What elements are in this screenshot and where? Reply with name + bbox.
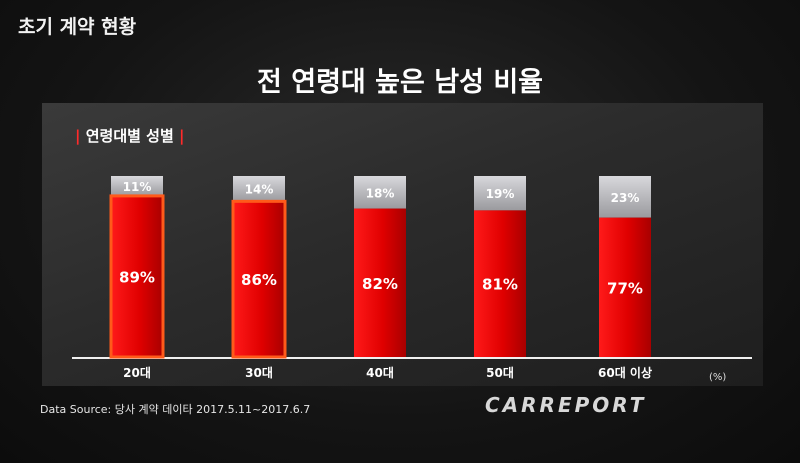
bar-female-3	[354, 176, 406, 209]
x-tick-label-4: 50대	[486, 366, 514, 380]
bar-male-5	[599, 217, 651, 357]
page-title: 초기 계약 현황	[18, 16, 137, 38]
x-tick-label-2: 30대	[245, 366, 273, 380]
x-tick-label-5: 60대 이상	[598, 365, 652, 380]
section-label: | 연령대별 성별 |	[75, 125, 184, 146]
data-label-female-5: 23%	[611, 191, 640, 205]
bar-female-1	[111, 176, 163, 196]
label-bar-icon: |	[178, 127, 185, 145]
bar-male-4	[474, 210, 526, 357]
bar-female-4	[474, 176, 526, 211]
data-label-female-3: 18%	[366, 186, 395, 200]
section-label-text: 연령대별 성별	[85, 127, 174, 145]
data-label-male-3: 82%	[362, 275, 398, 293]
data-label-female-4: 19%	[486, 187, 515, 201]
brand-logo: CARREPORT	[485, 393, 647, 417]
x-tick-label-1: 20대	[123, 366, 151, 380]
data-label-female-2: 14%	[245, 183, 274, 197]
label-bar-icon: |	[75, 127, 81, 145]
bar-female-2	[233, 176, 285, 202]
data-source: Data Source: 당사 계약 데이타 2017.5.11~2017.6.…	[40, 403, 311, 416]
x-tick-label-3: 40대	[366, 366, 394, 380]
data-label-female-1: 11%	[123, 180, 152, 194]
bar-male-1	[109, 194, 165, 359]
data-label-male-2: 86%	[241, 271, 277, 289]
unit-label: (%)	[709, 372, 727, 383]
bar-female-5	[599, 176, 651, 218]
data-label-male-5: 77%	[607, 279, 643, 297]
bar-male-3	[354, 208, 406, 357]
bar-male-2	[231, 199, 287, 359]
data-label-male-1: 89%	[119, 268, 155, 286]
data-label-male-4: 81%	[482, 276, 518, 294]
chart-title: 전 연령대 높은 남성 비율	[257, 67, 543, 98]
